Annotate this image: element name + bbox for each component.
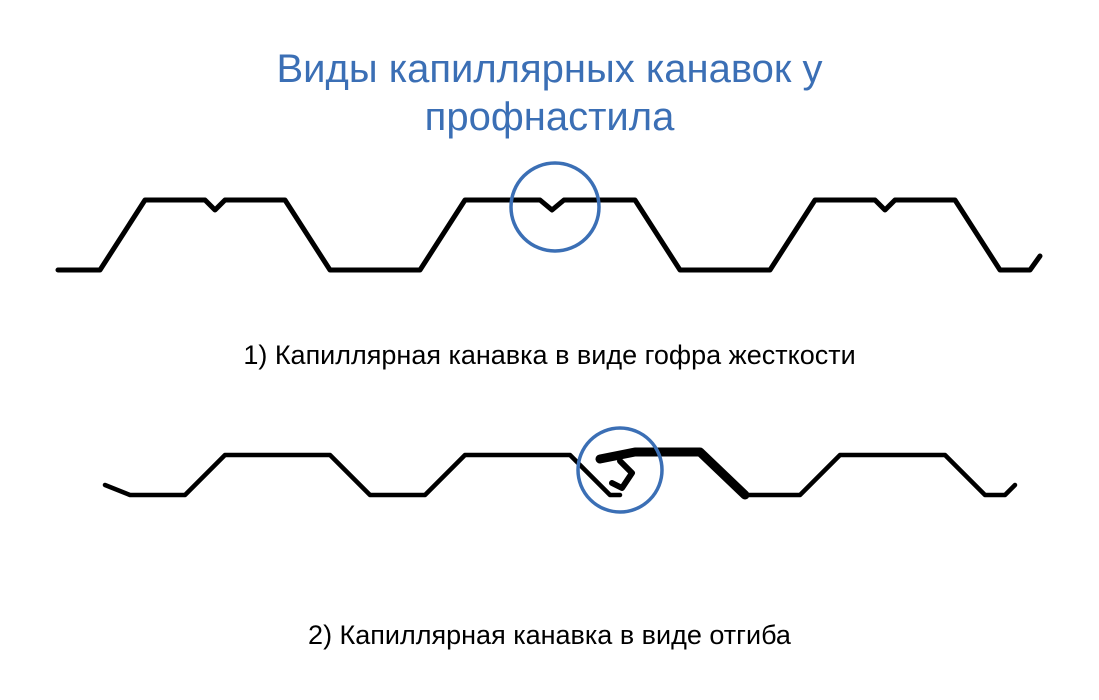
profile-2-right-sheet [745, 455, 1015, 495]
diagram-1-caption: 1) Капиллярная канавка в виде гофра жест… [0, 340, 1099, 371]
profile-1-path [58, 200, 1040, 270]
profile-2-hook [612, 461, 632, 488]
diagram-2-caption: 2) Капиллярная канавка в виде отгиба [0, 620, 1099, 651]
profile-2-left-sheet [105, 455, 620, 495]
highlight-circle-2 [578, 428, 662, 512]
